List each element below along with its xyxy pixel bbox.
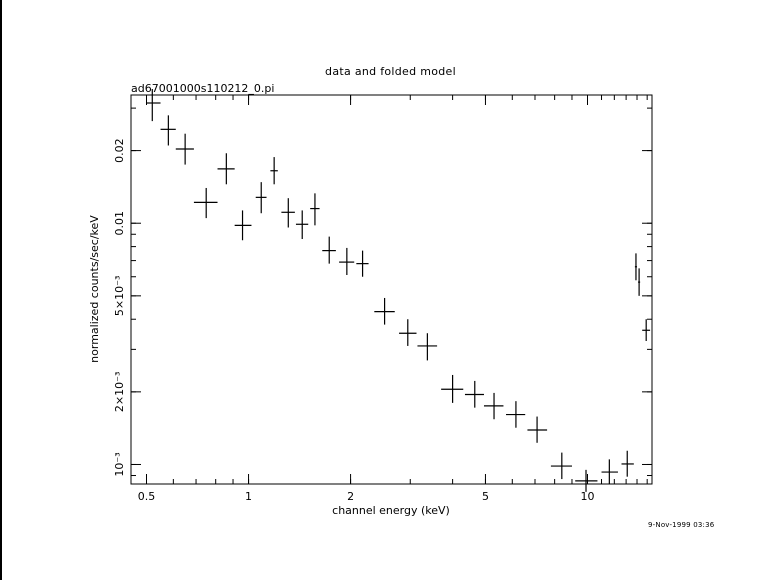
data-point <box>638 268 641 296</box>
data-point <box>255 182 267 214</box>
chart-subtitle: ad67001000s110212_0.pi <box>131 82 275 95</box>
data-point <box>356 250 369 277</box>
x-tick-label: 10 <box>580 490 594 503</box>
data-point <box>601 459 618 484</box>
data-point <box>281 198 295 228</box>
x-tick-label: 0.5 <box>138 490 156 503</box>
data-point <box>575 469 598 492</box>
y-tick-label: 5×10⁻³ <box>113 276 126 316</box>
axis-ticks: 0.5 1 2 5 10 10⁻³ 2×10⁻³ 5×10⁻³ 0.01 0.02 <box>113 95 652 503</box>
y-axis-label: normalized counts/sec/keV <box>88 215 101 363</box>
data-point <box>483 392 504 420</box>
data-point <box>295 210 309 240</box>
data-point <box>417 333 438 361</box>
x-tick-label: 5 <box>482 490 489 503</box>
data-points <box>146 89 651 492</box>
page-left-border <box>0 0 2 580</box>
data-point <box>441 374 464 403</box>
x-tick-label: 2 <box>347 490 354 503</box>
data-point <box>621 450 634 477</box>
data-point <box>160 115 176 146</box>
data-point <box>175 133 194 165</box>
data-point <box>464 380 484 408</box>
data-point <box>146 89 161 122</box>
data-point <box>193 187 218 219</box>
x-axis-label: channel energy (keV) <box>332 504 450 517</box>
data-point <box>506 401 526 428</box>
data-point <box>217 153 235 185</box>
chart-title: data and folded model <box>325 65 456 78</box>
data-point <box>234 210 252 241</box>
plot-timestamp: 9-Nov-1999 03:36 <box>648 521 715 529</box>
x-tick-label: 1 <box>245 490 252 503</box>
y-tick-label: 10⁻³ <box>113 452 126 476</box>
data-point <box>634 253 638 281</box>
data-point <box>310 193 320 226</box>
data-point <box>322 236 336 264</box>
data-point <box>270 157 278 185</box>
y-tick-label: 0.02 <box>113 138 126 163</box>
data-point <box>527 416 548 443</box>
data-point <box>550 452 572 480</box>
data-point <box>374 297 395 325</box>
data-point <box>642 319 651 341</box>
data-point <box>339 247 355 276</box>
data-point <box>399 319 417 346</box>
y-tick-label: 2×10⁻³ <box>113 372 126 412</box>
plot-frame <box>130 94 653 485</box>
y-tick-label: 0.01 <box>113 211 126 236</box>
